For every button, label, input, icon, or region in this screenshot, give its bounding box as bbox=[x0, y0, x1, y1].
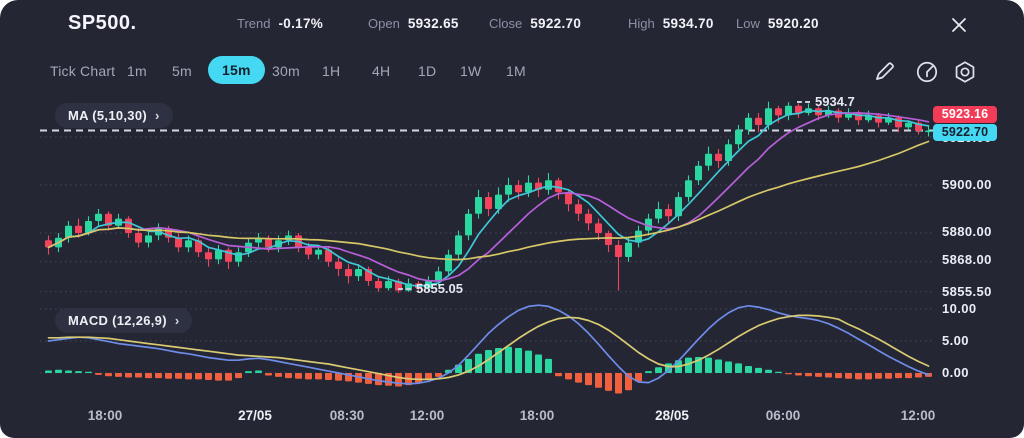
stat-high-label: High bbox=[628, 16, 655, 31]
gear-icon bbox=[955, 61, 975, 83]
settings-button[interactable] bbox=[952, 59, 978, 85]
stat-open-label: Open bbox=[368, 16, 400, 31]
chevron-right-icon: › bbox=[174, 313, 180, 328]
low-annotation: 5855.05 bbox=[398, 281, 463, 296]
stat-trend: Trend -0.17% bbox=[237, 16, 323, 31]
stat-open-value: 5932.65 bbox=[407, 16, 459, 31]
macd-axis-label: 0.00 bbox=[942, 365, 969, 380]
macd-indicator-label: MACD (12,26,9) bbox=[68, 313, 167, 328]
last-price-tag: 5923.16 bbox=[933, 106, 997, 123]
close-button[interactable] bbox=[946, 12, 972, 38]
time-axis-label: 12:00 bbox=[409, 408, 445, 423]
time-axis-label: 12:00 bbox=[900, 408, 936, 423]
low-annotation-value: 5855.05 bbox=[416, 281, 463, 296]
symbol-title: SP500. bbox=[68, 12, 137, 34]
price-axis-label: 5900.00 bbox=[942, 177, 992, 192]
ma-indicator-label: MA (5,10,30) bbox=[68, 108, 147, 123]
time-axis-label: 27/05 bbox=[238, 408, 272, 423]
tab-4hour[interactable]: 4H bbox=[372, 63, 391, 79]
stat-trend-label: Trend bbox=[237, 16, 271, 31]
pencil-icon bbox=[876, 62, 894, 80]
price-axis-label: 5868.00 bbox=[942, 252, 992, 267]
timer-button[interactable] bbox=[914, 59, 940, 85]
tab-1day[interactable]: 1D bbox=[418, 63, 437, 79]
close-icon bbox=[952, 18, 966, 32]
tab-30min[interactable]: 30m bbox=[272, 63, 300, 79]
high-annotation: 5934.7 bbox=[797, 94, 855, 109]
price-axis-label: 5880.00 bbox=[942, 224, 992, 239]
draw-button[interactable] bbox=[872, 59, 898, 85]
stat-high: High 5934.70 bbox=[628, 16, 714, 31]
time-axis-label: 08:30 bbox=[329, 408, 365, 423]
tab-1week[interactable]: 1W bbox=[460, 63, 482, 79]
stat-low-label: Low bbox=[736, 16, 760, 31]
macd-indicator-pill[interactable]: MACD (12,26,9) › bbox=[55, 308, 193, 333]
time-axis-label: 06:00 bbox=[765, 408, 801, 423]
time-axis-label: 18:00 bbox=[519, 408, 555, 423]
tab-1min[interactable]: 1m bbox=[127, 63, 147, 79]
tab-15min[interactable]: 15m bbox=[208, 56, 265, 84]
macd-axis-label: 10.00 bbox=[942, 301, 977, 316]
stat-high-value: 5934.70 bbox=[662, 16, 714, 31]
tab-5min[interactable]: 5m bbox=[172, 63, 192, 79]
stat-low-value: 5920.20 bbox=[767, 16, 819, 31]
chevron-right-icon: › bbox=[154, 108, 160, 123]
timer-dial-icon bbox=[916, 61, 938, 83]
stat-open: Open 5932.65 bbox=[368, 16, 459, 31]
high-annotation-value: 5934.7 bbox=[815, 94, 855, 109]
time-axis-label: 28/05 bbox=[655, 408, 689, 423]
stat-close-label: Close bbox=[489, 16, 523, 31]
tab-1hour[interactable]: 1H bbox=[322, 63, 341, 79]
stat-low: Low 5920.20 bbox=[736, 16, 819, 31]
tab-1month[interactable]: 1M bbox=[506, 63, 526, 79]
time-axis-label: 18:00 bbox=[87, 408, 123, 423]
tab-tick-chart[interactable]: Tick Chart bbox=[50, 63, 116, 79]
price-axis-label: 5855.50 bbox=[942, 284, 992, 299]
macd-axis-label: 5.00 bbox=[942, 333, 969, 348]
stat-close-value: 5922.70 bbox=[530, 16, 582, 31]
stat-close: Close 5922.70 bbox=[489, 16, 581, 31]
current-price-tag: 5922.70 bbox=[933, 124, 997, 141]
ma-indicator-pill[interactable]: MA (5,10,30) › bbox=[55, 103, 173, 128]
stat-trend-value: -0.17% bbox=[278, 16, 324, 31]
